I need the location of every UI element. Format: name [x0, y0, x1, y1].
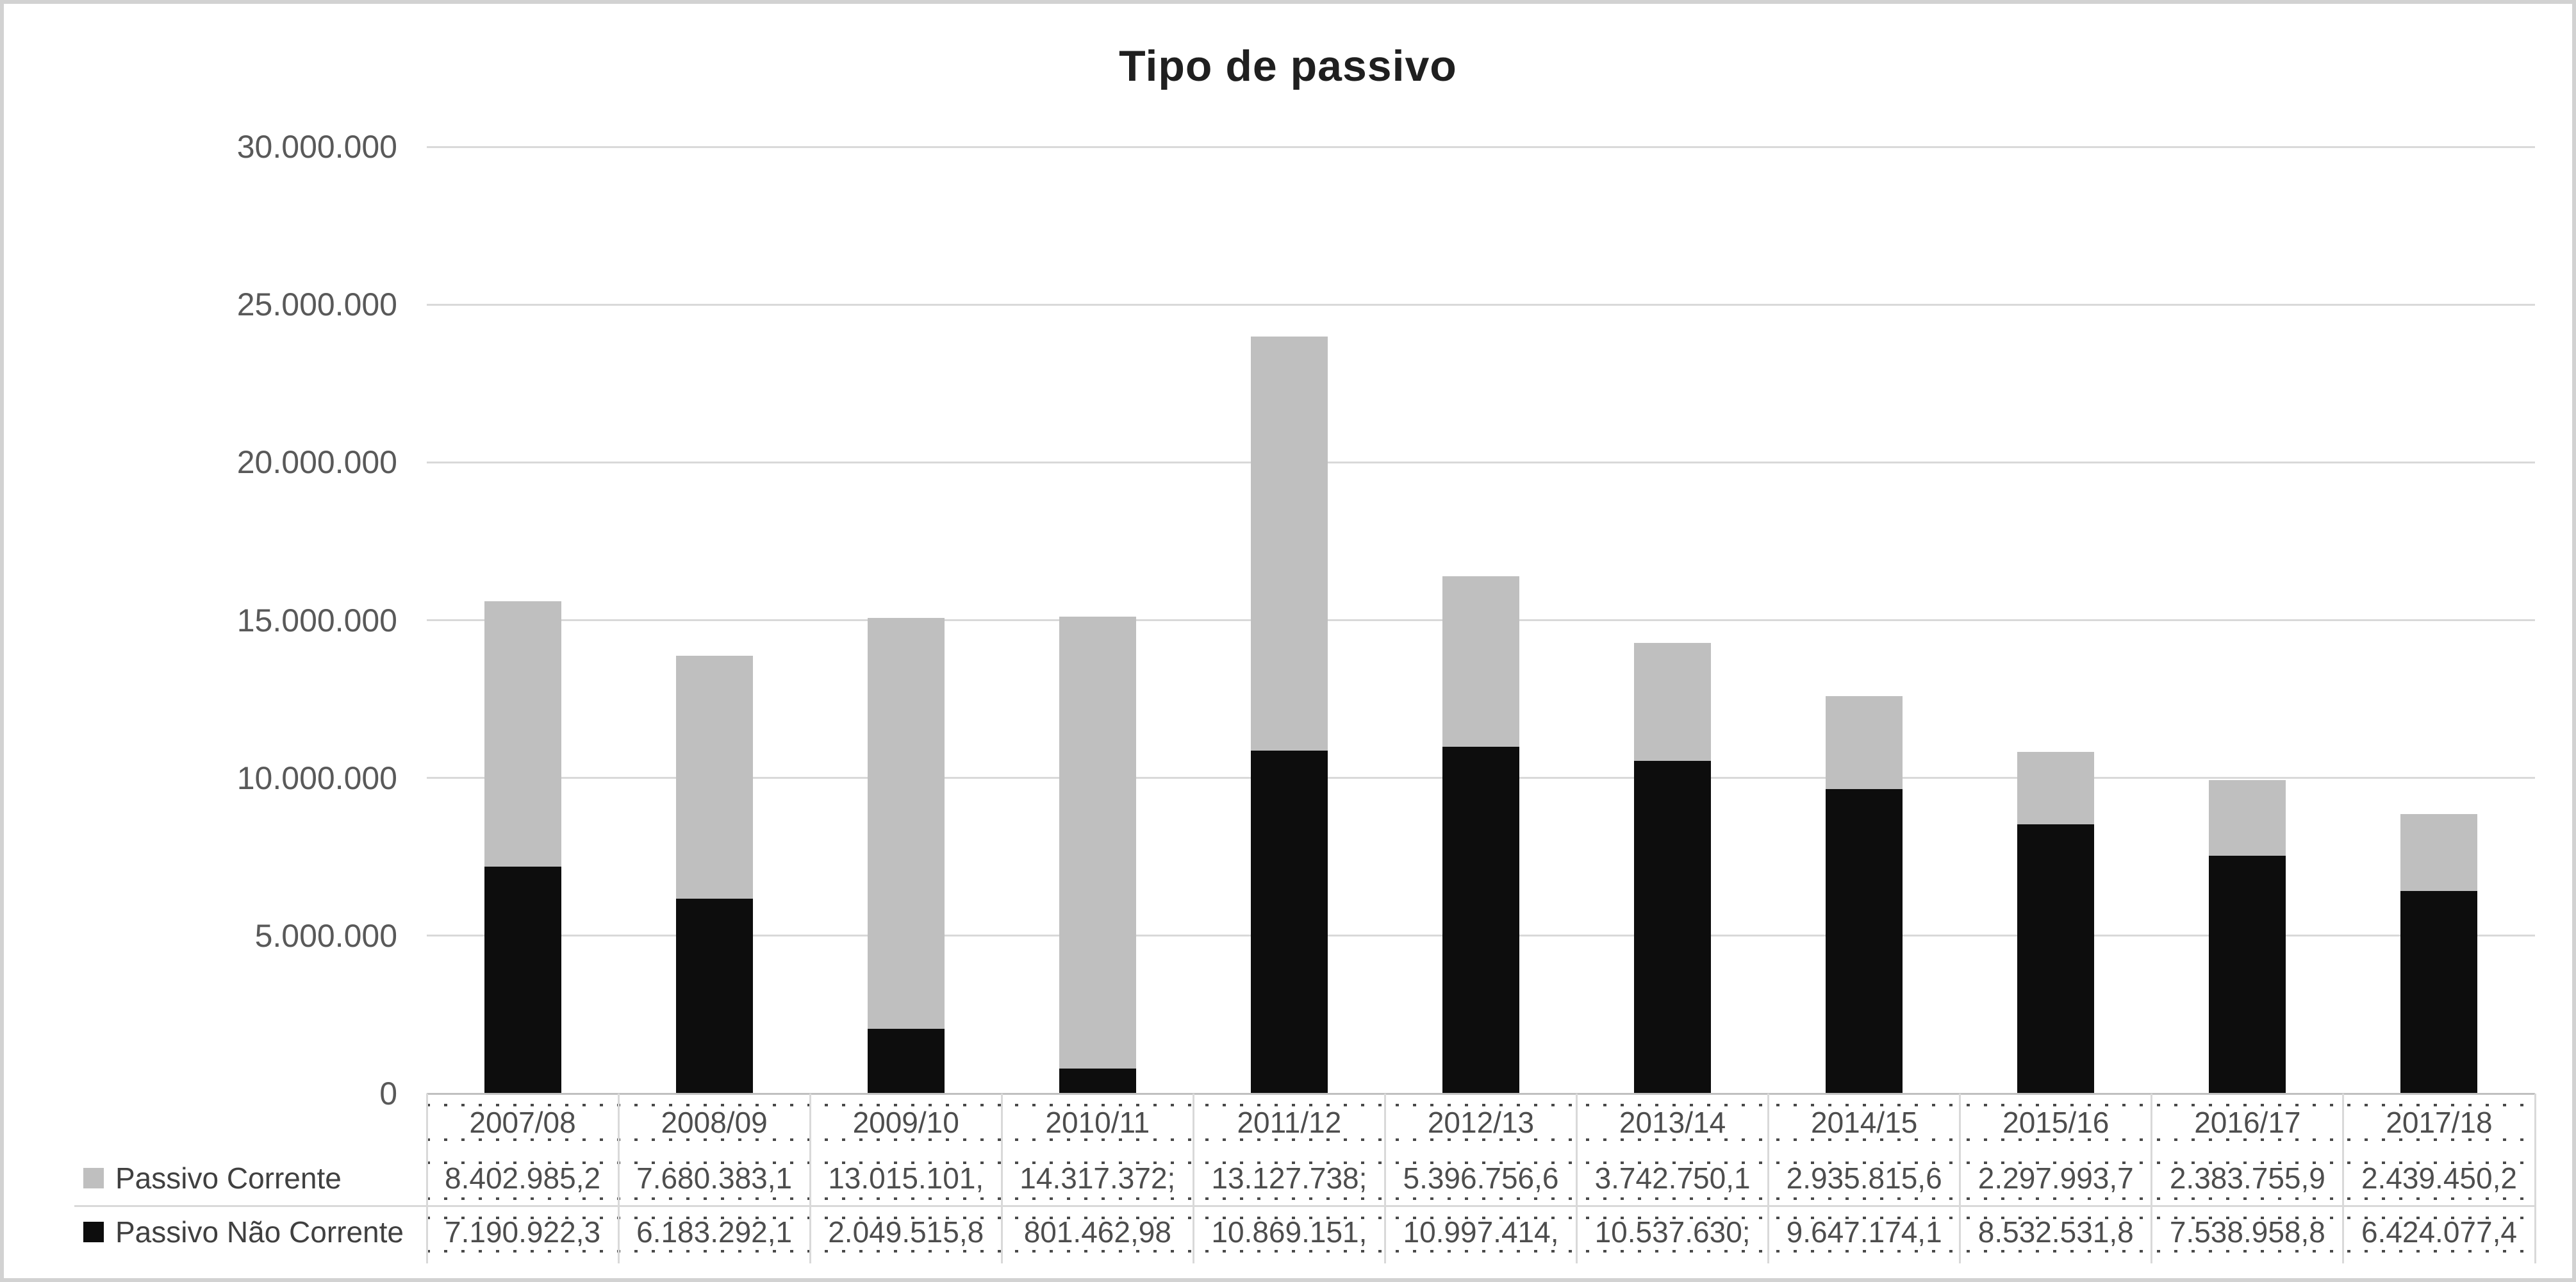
- y-axis-tick-label: 30.000.000: [236, 129, 397, 165]
- x-axis-category-label: 2007/08: [469, 1106, 576, 1138]
- table-column-separator: [425, 1094, 428, 1263]
- gridline: [427, 303, 2535, 306]
- table-dotted-gridline: [427, 1138, 2535, 1141]
- table-cell-passivo-corrente: 8.402.985,2: [445, 1162, 601, 1194]
- bar-segment-passivo-nao-corrente: [1059, 1068, 1136, 1094]
- x-axis-category-label: 2010/11: [1045, 1106, 1150, 1138]
- table-cell-passivo-nao-corrente: 10.537.630;: [1594, 1216, 1751, 1248]
- chart-title: Tipo de passivo: [1119, 42, 1457, 90]
- bar-segment-passivo-corrente: [1059, 616, 1136, 1069]
- table-cell-passivo-corrente: 2.297.993,7: [1977, 1162, 2134, 1194]
- table-dotted-gridline: [427, 1104, 2535, 1106]
- x-axis-line: [427, 1093, 2535, 1095]
- x-axis-category-label: 2011/12: [1237, 1106, 1342, 1138]
- bar-segment-passivo-nao-corrente: [2209, 855, 2286, 1094]
- bar-segment-passivo-corrente: [1826, 696, 1903, 790]
- table-cell-passivo-nao-corrente: 9.647.174,1: [1786, 1216, 1942, 1248]
- x-axis-category-label: 2016/17: [2194, 1106, 2301, 1138]
- y-axis-tick-label: 20.000.000: [236, 444, 397, 481]
- bar-segment-passivo-nao-corrente: [1826, 789, 1903, 1094]
- legend-swatch-icon: [83, 1168, 104, 1188]
- table-cell-passivo-nao-corrente: 801.462,98: [1023, 1216, 1171, 1248]
- bar-segment-passivo-nao-corrente: [1250, 750, 1328, 1094]
- table-cell-passivo-corrente: 2.935.815,6: [1786, 1162, 1942, 1194]
- table-cell-passivo-nao-corrente: 2.049.515,8: [828, 1216, 984, 1248]
- bar-segment-passivo-corrente: [2017, 751, 2095, 824]
- x-axis-category-label: 2012/13: [1427, 1106, 1535, 1138]
- table-cell-passivo-nao-corrente: 10.869.151,: [1211, 1216, 1367, 1248]
- bar-segment-passivo-corrente: [1442, 576, 1519, 747]
- table-column-separator: [2342, 1094, 2345, 1263]
- table-column-separator: [1383, 1094, 1386, 1263]
- table-cell-passivo-nao-corrente: 10.997.414,: [1403, 1216, 1559, 1248]
- x-axis-category-label: 2008/09: [661, 1106, 768, 1138]
- gridline: [427, 461, 2535, 463]
- bar-segment-passivo-nao-corrente: [867, 1029, 945, 1094]
- table-cell-passivo-nao-corrente: 6.424.077,4: [2361, 1216, 2517, 1248]
- bar-segment-passivo-nao-corrente: [1442, 746, 1519, 1094]
- gridline: [427, 146, 2535, 148]
- bar-segment-passivo-nao-corrente: [1634, 761, 1712, 1094]
- bar-segment-passivo-corrente: [1250, 336, 1328, 751]
- legend-label: Passivo Corrente: [115, 1161, 342, 1195]
- table-cell-passivo-corrente: 13.015.101,: [828, 1162, 984, 1194]
- table-dotted-gridline: [427, 1250, 2535, 1253]
- table-cell-passivo-nao-corrente: 8.532.531,8: [1977, 1216, 2134, 1248]
- table-cell-passivo-corrente: 13.127.738;: [1211, 1162, 1367, 1194]
- y-axis-tick-label: 10.000.000: [236, 760, 397, 796]
- table-column-separator: [1000, 1094, 1003, 1263]
- bar-segment-passivo-nao-corrente: [484, 866, 561, 1094]
- bar-segment-passivo-nao-corrente: [2017, 824, 2095, 1094]
- table-row-separator: [74, 1205, 2535, 1207]
- table-cell-passivo-nao-corrente: 7.538.958,8: [2169, 1216, 2325, 1248]
- y-axis-tick-label: 0: [379, 1076, 397, 1111]
- bar-segment-passivo-corrente: [2400, 813, 2478, 891]
- bar-segment-passivo-corrente: [867, 618, 945, 1029]
- table-dotted-gridline: [427, 1217, 2535, 1219]
- table-cell-passivo-corrente: 2.383.755,9: [2169, 1162, 2325, 1194]
- legend-swatch-icon: [83, 1222, 104, 1242]
- table-dotted-gridline: [427, 1161, 2535, 1164]
- x-axis-category-label: 2015/16: [2002, 1106, 2110, 1138]
- legend-item-passivo-corrente: Passivo Corrente: [83, 1161, 342, 1195]
- x-axis-category-label: 2013/14: [1619, 1106, 1726, 1138]
- bar-segment-passivo-nao-corrente: [675, 898, 753, 1094]
- x-axis-category-label: 2014/15: [1811, 1106, 1918, 1138]
- table-column-separator: [1959, 1094, 1961, 1263]
- table-column-separator: [1576, 1094, 1578, 1263]
- table-cell-passivo-corrente: 5.396.756,6: [1403, 1162, 1559, 1194]
- table-cell-passivo-corrente: 14.317.372;: [1020, 1162, 1176, 1194]
- y-axis-tick-label: 5.000.000: [254, 917, 397, 954]
- table-column-separator: [809, 1094, 811, 1263]
- bar-segment-passivo-corrente: [2209, 780, 2286, 856]
- table-cell-passivo-nao-corrente: 6.183.292,1: [636, 1216, 793, 1248]
- bar-segment-passivo-corrente: [675, 656, 753, 899]
- table-column-separator: [2151, 1094, 2153, 1263]
- table-cell-passivo-nao-corrente: 7.190.922,3: [445, 1216, 601, 1248]
- table-column-separator: [1192, 1094, 1194, 1263]
- legend-label: Passivo Não Corrente: [115, 1215, 404, 1249]
- table-column-separator: [2534, 1094, 2536, 1263]
- y-axis-tick-label: 15.000.000: [236, 602, 397, 638]
- table-cell-passivo-corrente: 7.680.383,1: [636, 1162, 793, 1194]
- table-dotted-gridline: [427, 1197, 2535, 1200]
- y-axis-tick-label: 25.000.000: [236, 287, 397, 323]
- legend-item-passivo-nao-corrente: Passivo Não Corrente: [83, 1215, 404, 1249]
- x-axis-category-label: 2009/10: [852, 1106, 959, 1138]
- bar-segment-passivo-corrente: [1634, 642, 1712, 762]
- bar-segment-passivo-corrente: [484, 601, 561, 867]
- x-axis-category-label: 2017/18: [2386, 1106, 2493, 1138]
- table-cell-passivo-corrente: 2.439.450,2: [2361, 1162, 2517, 1194]
- bar-segment-passivo-nao-corrente: [2400, 890, 2478, 1094]
- table-column-separator: [617, 1094, 620, 1263]
- table-cell-passivo-corrente: 3.742.750,1: [1594, 1162, 1751, 1194]
- table-column-separator: [1767, 1094, 1770, 1263]
